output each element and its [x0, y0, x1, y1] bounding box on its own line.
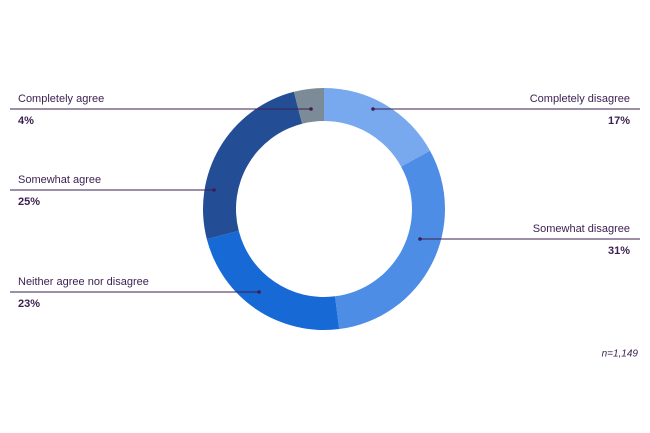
donut-slice — [335, 150, 446, 330]
donut-slice — [206, 230, 340, 330]
leader-dot — [212, 188, 216, 192]
slice-value-label: 31% — [608, 245, 630, 257]
slice-label: Completely agree — [18, 93, 104, 105]
slice-label: Completely disagree — [530, 93, 630, 105]
leader-dot — [418, 237, 422, 241]
slice-value-label: 23% — [18, 298, 40, 310]
leader-dot — [371, 107, 375, 111]
donut-slice — [293, 88, 324, 124]
donut-slice — [202, 91, 303, 240]
slice-value-label: 17% — [608, 115, 630, 127]
slice-label: Neither agree nor disagree — [18, 276, 149, 288]
slice-value-label: 4% — [18, 115, 34, 127]
leader-dot — [257, 290, 261, 294]
sample-note: n=1,149 — [602, 349, 639, 360]
leader-dot — [309, 107, 313, 111]
donut-slice — [324, 88, 431, 167]
slice-label: Somewhat disagree — [533, 223, 630, 235]
slice-value-label: 25% — [18, 196, 40, 208]
slice-label: Somewhat agree — [18, 174, 101, 186]
